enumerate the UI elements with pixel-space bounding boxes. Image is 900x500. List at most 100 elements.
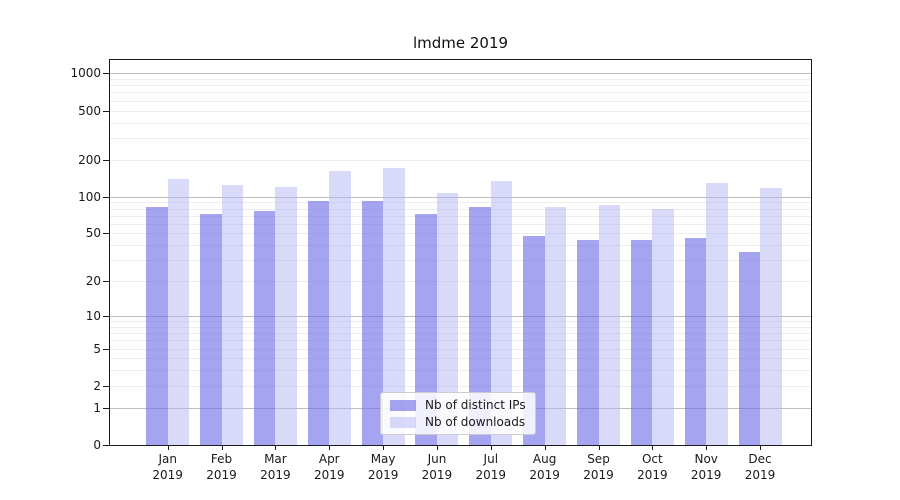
- bar-downloads: [383, 168, 405, 445]
- x-tick-month: Jan: [158, 452, 177, 466]
- y-tick-label: 10: [85, 308, 101, 323]
- bar-distinct-ips: [630, 240, 653, 445]
- y-tick-label: 5: [93, 341, 101, 356]
- gridline-minor: [110, 85, 811, 87]
- y-tick-mark: [103, 159, 109, 161]
- x-tick-mark: [760, 446, 762, 450]
- x-tick-mark: [275, 446, 277, 450]
- gridline-minor: [110, 202, 811, 204]
- gridline-minor: [110, 159, 811, 161]
- gridline-minor: [110, 110, 811, 112]
- y-tick-label: 0: [93, 438, 101, 452]
- x-tick-month: Oct: [641, 452, 663, 466]
- x-tick-year: 2019: [475, 468, 507, 482]
- bar-distinct-ips: [684, 237, 707, 445]
- x-tick-year: 2019: [529, 468, 560, 482]
- x-tick-year: 2019: [637, 468, 668, 482]
- x-tick-year: 2019: [583, 468, 614, 482]
- bar-distinct-ips: [415, 214, 437, 445]
- y-tick-mark: [103, 281, 109, 283]
- bar-downloads: [760, 188, 782, 445]
- legend: Nb of distinct IPs Nb of downloads: [380, 392, 536, 435]
- gridline-minor: [110, 92, 811, 94]
- x-tick-year: 2019: [367, 468, 399, 482]
- bar-distinct-ips: [361, 200, 384, 445]
- gridline-minor: [110, 208, 811, 210]
- gridline-minor: [110, 385, 811, 387]
- x-tick-label: Feb 2019: [192, 451, 252, 483]
- bar-distinct-ips: [469, 206, 491, 445]
- gridline-minor: [110, 223, 811, 225]
- gridline-minor: [110, 326, 811, 328]
- x-tick-label: Jan 2019: [138, 451, 198, 483]
- x-tick-month: Feb: [210, 452, 233, 466]
- bar-downloads: [490, 181, 513, 445]
- legend-item-distinct-ips: Nb of distinct IPs: [390, 398, 526, 412]
- gridline-major: [110, 196, 811, 198]
- y-tick-mark: [103, 196, 109, 198]
- x-tick-label: Apr 2019: [299, 451, 359, 483]
- gridline-major: [110, 315, 811, 317]
- gridline-minor: [110, 78, 811, 80]
- x-tick-year: 2019: [206, 468, 237, 482]
- x-tick-year: 2019: [313, 468, 345, 482]
- x-tick-mark: [652, 446, 654, 450]
- y-tick-mark: [103, 315, 109, 317]
- x-tick-month: Jul: [483, 452, 499, 466]
- gridline-minor: [110, 260, 811, 262]
- y-tick-label: 50: [85, 226, 101, 241]
- gridline-minor: [110, 215, 811, 217]
- x-tick-label: Jul 2019: [461, 451, 521, 483]
- bar-distinct-ips: [200, 214, 222, 445]
- bar-downloads: [706, 183, 728, 445]
- x-tick-mark: [383, 446, 385, 450]
- bar-downloads: [598, 204, 620, 445]
- x-tick-label: Aug 2019: [515, 451, 575, 483]
- gridline-minor: [110, 358, 811, 360]
- gridline-minor: [110, 137, 811, 139]
- x-tick-label: Dec 2019: [730, 451, 790, 483]
- x-tick-month: Dec: [748, 452, 772, 466]
- y-tick-label: 1: [93, 400, 101, 415]
- gridline-minor: [110, 233, 811, 235]
- x-tick-mark: [436, 446, 438, 450]
- x-tick-mark: [706, 446, 708, 450]
- x-tick-year: 2019: [744, 468, 776, 482]
- x-tick-label: Sep 2019: [569, 451, 629, 483]
- x-tick-year: 2019: [690, 468, 722, 482]
- bar-distinct-ips: [307, 200, 330, 445]
- gridline-minor: [110, 348, 811, 350]
- x-tick-month: Apr: [318, 452, 340, 466]
- gridline-minor: [110, 321, 811, 323]
- bar-downloads: [167, 178, 190, 445]
- bar-downloads: [652, 208, 674, 445]
- x-tick-year: 2019: [260, 468, 291, 482]
- y-tick-mark: [103, 233, 109, 235]
- legend-label-distinct-ips: Nb of distinct IPs: [425, 398, 526, 412]
- gridline-minor: [110, 122, 811, 124]
- x-tick-mark: [329, 446, 331, 450]
- y-tick-mark: [103, 348, 109, 350]
- x-tick-mark: [544, 446, 546, 450]
- x-tick-label: Nov 2019: [676, 451, 736, 483]
- y-tick-label: 500: [78, 103, 101, 118]
- y-tick-label: 200: [78, 152, 101, 167]
- x-tick-month: Mar: [264, 452, 287, 466]
- x-tick-year: 2019: [421, 468, 453, 482]
- gridline-minor: [110, 340, 811, 342]
- legend-swatch-downloads: [390, 416, 416, 428]
- x-tick-label: May 2019: [353, 451, 413, 483]
- x-tick-month: Nov: [694, 452, 718, 466]
- gridline-major: [110, 73, 811, 75]
- x-tick-mark: [490, 446, 492, 450]
- x-tick-year: 2019: [152, 468, 183, 482]
- x-tick-mark: [221, 446, 223, 450]
- bar-downloads: [329, 170, 351, 445]
- x-tick-label: Oct 2019: [622, 451, 682, 483]
- bar-downloads: [275, 186, 297, 445]
- y-tick-label: 2: [93, 378, 101, 393]
- legend-swatch-distinct-ips: [390, 399, 416, 411]
- x-tick-mark: [598, 446, 600, 450]
- gridline-minor: [110, 100, 811, 102]
- bar-downloads: [544, 207, 567, 445]
